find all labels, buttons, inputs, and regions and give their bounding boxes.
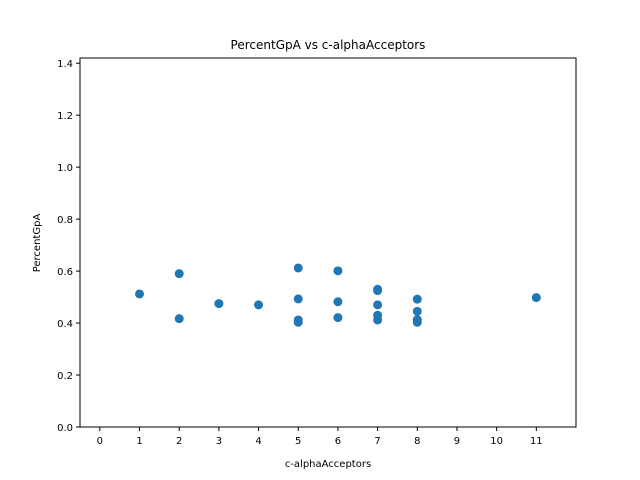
y-tick-label: 0.2 [57,371,73,382]
data-point [293,294,303,304]
y-tick-label: 0.4 [57,319,73,330]
y-tick-label: 1.2 [57,111,73,122]
chart-title: PercentGpA vs c-alphaAcceptors [231,38,426,52]
y-tick-label: 0.6 [57,267,73,278]
x-tick-label: 9 [454,436,460,447]
x-tick-label: 5 [295,436,301,447]
data-point [373,315,383,325]
data-point [412,294,422,304]
data-points [135,263,541,327]
x-tick-label: 6 [335,436,341,447]
x-tick-label: 11 [530,436,543,447]
x-tick-label: 0 [97,436,103,447]
data-point [333,297,343,307]
data-point [531,293,541,303]
data-point [333,313,343,323]
y-tick-label: 0.8 [57,215,73,226]
data-point [293,317,303,327]
y-tick-label: 0.0 [57,423,73,434]
data-point [135,289,145,299]
data-point [214,299,224,309]
x-tick-label: 8 [414,436,420,447]
y-tick-label: 1.0 [57,163,73,174]
data-point [254,300,264,310]
y-axis: 0.0 0.2 0.4 0.6 0.8 1.0 1.2 1.4 [57,59,80,434]
plot-background [80,58,576,427]
data-point [174,314,184,324]
x-tick-label: 2 [176,436,182,447]
plot-frame [79,57,577,428]
data-point [373,300,383,310]
x-axis-label: c-alphaAcceptors [285,459,371,470]
x-tick-label: 10 [490,436,503,447]
data-point [174,269,184,279]
plot-area [79,57,577,428]
y-tick-label: 1.4 [57,59,73,70]
x-tick-label: 3 [216,436,222,447]
x-tick-label: 4 [255,436,261,447]
data-point [293,263,303,273]
data-point [373,286,383,296]
x-axis: 0 1 2 3 4 5 6 7 8 9 10 11 [97,427,543,447]
data-point [333,266,343,276]
x-tick-label: 7 [374,436,380,447]
y-axis-label: PercentGpA [32,214,43,273]
data-point [412,306,422,316]
x-tick-label: 1 [136,436,142,447]
data-point [412,317,422,327]
